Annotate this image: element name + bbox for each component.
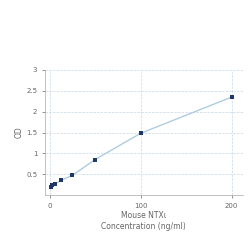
Point — [138, 131, 142, 135]
Point — [53, 182, 57, 186]
Point — [50, 184, 54, 188]
Point — [230, 95, 234, 99]
Point — [93, 158, 97, 162]
Point — [49, 185, 53, 189]
Y-axis label: OD: OD — [14, 126, 24, 138]
Point — [59, 178, 63, 182]
Point — [70, 174, 74, 178]
X-axis label: Mouse NTXι
Concentration (ng/ml): Mouse NTXι Concentration (ng/ml) — [102, 212, 186, 231]
